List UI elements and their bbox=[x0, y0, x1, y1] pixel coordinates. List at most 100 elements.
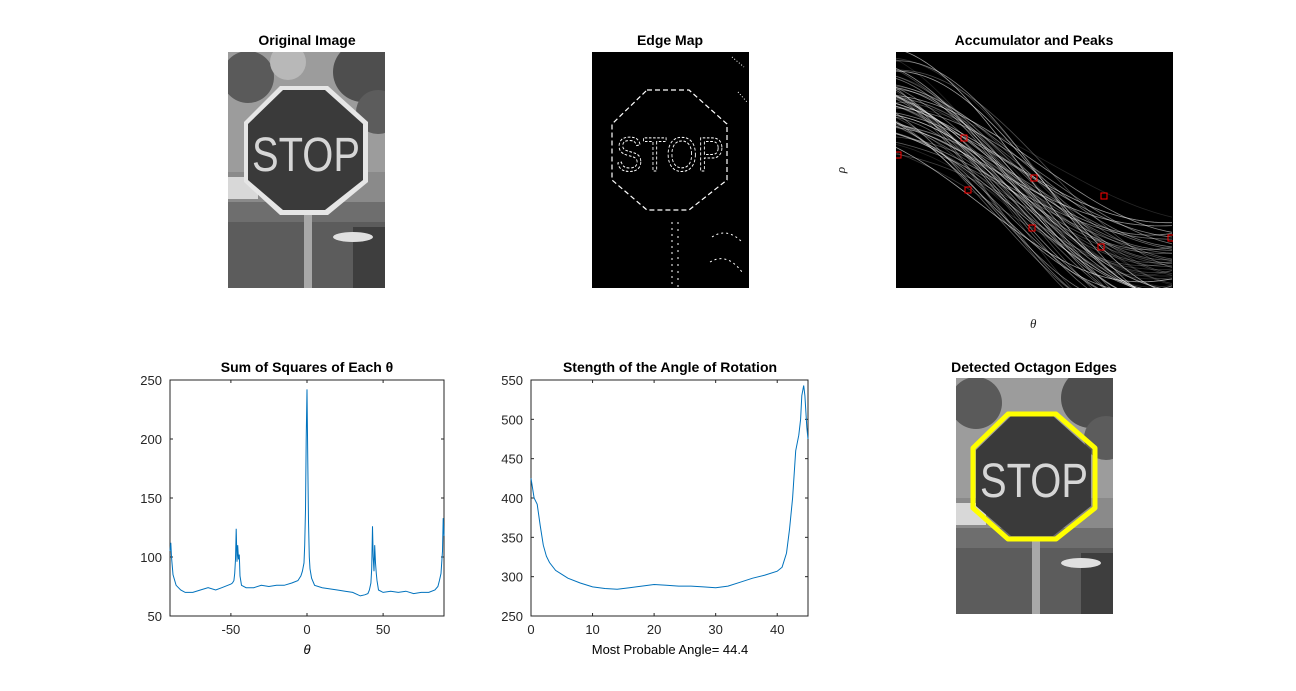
angle-strength-xlabel: Most Probable Angle= 44.4 bbox=[592, 642, 748, 657]
y-tick-label: 400 bbox=[501, 491, 523, 506]
hough-curve bbox=[896, 115, 1162, 288]
x-tick-label: 40 bbox=[770, 622, 784, 637]
accumulator-title: Accumulator and Peaks bbox=[954, 32, 1114, 48]
hough-curve bbox=[896, 69, 1173, 268]
x-tick-label: 0 bbox=[303, 622, 310, 637]
hough-curve bbox=[896, 89, 1111, 288]
peak-marker bbox=[896, 151, 902, 159]
y-tick-label: 250 bbox=[501, 609, 523, 624]
x-tick-label: -50 bbox=[221, 622, 240, 637]
peak-marker bbox=[1100, 192, 1108, 200]
hough-curve bbox=[896, 68, 1118, 288]
peak-marker bbox=[964, 186, 972, 194]
sign-text-original: STOP bbox=[252, 129, 360, 182]
x-tick-label: 20 bbox=[647, 622, 661, 637]
peak-marker bbox=[1097, 243, 1105, 251]
hough-curve bbox=[896, 70, 1157, 288]
x-tick-label: 0 bbox=[527, 622, 534, 637]
hough-curve bbox=[896, 122, 1173, 254]
hough-curve bbox=[896, 125, 1097, 288]
original-image: STOP bbox=[228, 52, 385, 288]
accumulator-theta-label: θ bbox=[1030, 316, 1037, 331]
plot-area bbox=[530, 379, 809, 617]
y-tick-label: 550 bbox=[501, 373, 523, 388]
x-tick-label: 50 bbox=[376, 622, 390, 637]
original-image-title: Original Image bbox=[258, 32, 356, 48]
hough-curve bbox=[896, 144, 1173, 280]
angle-strength-chart: 0 10 20 30 40 250 300 350 400 450 500 550 bbox=[501, 373, 809, 637]
peak-marker bbox=[1028, 224, 1036, 232]
hough-curve bbox=[896, 114, 1173, 264]
edge-map-drawing: STOP bbox=[592, 52, 749, 288]
hough-curve bbox=[896, 96, 1173, 236]
hough-curve bbox=[896, 132, 1172, 240]
accumulator-peaks bbox=[896, 134, 1173, 251]
hough-curve bbox=[896, 96, 1173, 264]
hough-curve bbox=[896, 91, 1173, 276]
hough-curve bbox=[896, 98, 1088, 288]
hough-curve bbox=[896, 152, 1173, 270]
hough-curve bbox=[896, 60, 1136, 288]
sum-squares-xlabel: θ bbox=[303, 642, 310, 657]
hough-curves bbox=[896, 52, 1173, 288]
detected-octagon-image: STOP bbox=[956, 378, 1113, 614]
hough-curve bbox=[896, 107, 1173, 245]
hough-curve bbox=[896, 142, 1173, 254]
hough-curve bbox=[896, 86, 1173, 251]
y-tick-label: 100 bbox=[140, 550, 162, 565]
accumulator-image bbox=[896, 52, 1173, 288]
hough-curve bbox=[896, 133, 1172, 267]
series-line bbox=[530, 385, 809, 590]
hough-curve bbox=[896, 127, 1135, 288]
hough-curve bbox=[896, 97, 1072, 288]
hough-curve bbox=[896, 103, 1173, 251]
hough-curve bbox=[896, 89, 1099, 288]
peak-marker bbox=[1030, 174, 1038, 182]
octagon-outline bbox=[970, 411, 1098, 542]
y-tick-label: 500 bbox=[501, 412, 523, 427]
hough-curve bbox=[905, 52, 1137, 288]
sign-text-detected: STOP bbox=[980, 455, 1088, 508]
hough-curve bbox=[896, 153, 1173, 267]
angle-strength-title: Stength of the Angle of Rotation bbox=[563, 359, 777, 375]
y-tick-label: 300 bbox=[501, 570, 523, 585]
hough-curve bbox=[896, 117, 1173, 267]
hough-curve bbox=[896, 122, 1173, 288]
edge-map-title: Edge Map bbox=[636, 32, 704, 48]
sum-squares-chart: -50 0 50 50 100 150 200 250 bbox=[140, 373, 445, 637]
detected-octagon-title: Detected Octagon Edges bbox=[951, 359, 1117, 375]
edge-map-image: STOP bbox=[592, 52, 749, 288]
detected-octagon-drawing: STOP bbox=[956, 378, 1113, 614]
y-tick-label: 350 bbox=[501, 530, 523, 545]
original-image-drawing: STOP bbox=[228, 52, 385, 288]
hough-curve bbox=[896, 94, 1064, 288]
hough-curve bbox=[896, 98, 1173, 286]
hough-curve bbox=[896, 126, 1173, 276]
peak-marker bbox=[1167, 234, 1173, 242]
y-tick-label: 200 bbox=[140, 432, 162, 447]
hough-curve bbox=[896, 126, 1173, 280]
y-tick-label: 50 bbox=[148, 609, 162, 624]
accumulator-drawing bbox=[896, 52, 1173, 288]
hough-curve bbox=[896, 78, 1107, 288]
peak-marker bbox=[960, 134, 968, 142]
hough-curve bbox=[896, 147, 1173, 283]
hough-curve bbox=[896, 106, 1093, 288]
hough-curve bbox=[896, 136, 1173, 262]
y-tick-label: 250 bbox=[140, 373, 162, 388]
y-tick-label: 450 bbox=[501, 452, 523, 467]
hough-curve bbox=[896, 57, 1173, 284]
hough-curve bbox=[896, 96, 1173, 260]
hough-curve bbox=[896, 105, 1117, 288]
hough-curve bbox=[896, 112, 1080, 288]
x-tick-label: 30 bbox=[708, 622, 722, 637]
y-tick-label: 150 bbox=[140, 491, 162, 506]
hough-curve bbox=[896, 106, 1173, 218]
x-tick-label: 10 bbox=[585, 622, 599, 637]
hough-curve bbox=[896, 102, 1107, 288]
sign-text-edges: STOP bbox=[616, 129, 724, 182]
hough-curve bbox=[896, 116, 1105, 288]
hough-curve bbox=[896, 124, 1173, 250]
hough-curve bbox=[896, 87, 1071, 288]
